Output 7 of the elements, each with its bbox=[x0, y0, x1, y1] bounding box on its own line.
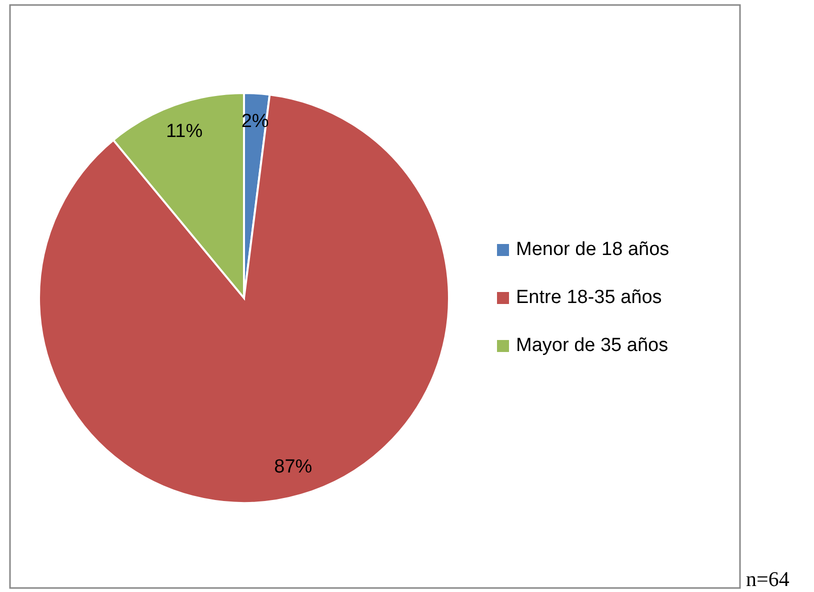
legend-label: Mayor de 35 años bbox=[516, 335, 668, 356]
legend-label: Menor de 18 años bbox=[516, 239, 670, 260]
data-label: 87% bbox=[274, 456, 312, 478]
text: n=64 bbox=[746, 567, 790, 591]
legend-label: Entre 18-35 años bbox=[516, 287, 662, 308]
data-label: 11% bbox=[166, 121, 203, 142]
pie-slice bbox=[38, 94, 450, 504]
